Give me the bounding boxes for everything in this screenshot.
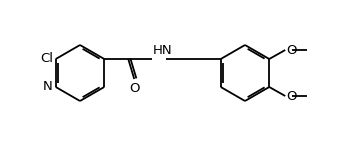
Text: HN: HN bbox=[153, 44, 173, 57]
Text: N: N bbox=[43, 80, 53, 93]
Text: O: O bbox=[129, 82, 140, 95]
Text: O: O bbox=[286, 89, 297, 102]
Text: Cl: Cl bbox=[40, 51, 53, 64]
Text: O: O bbox=[286, 44, 297, 57]
